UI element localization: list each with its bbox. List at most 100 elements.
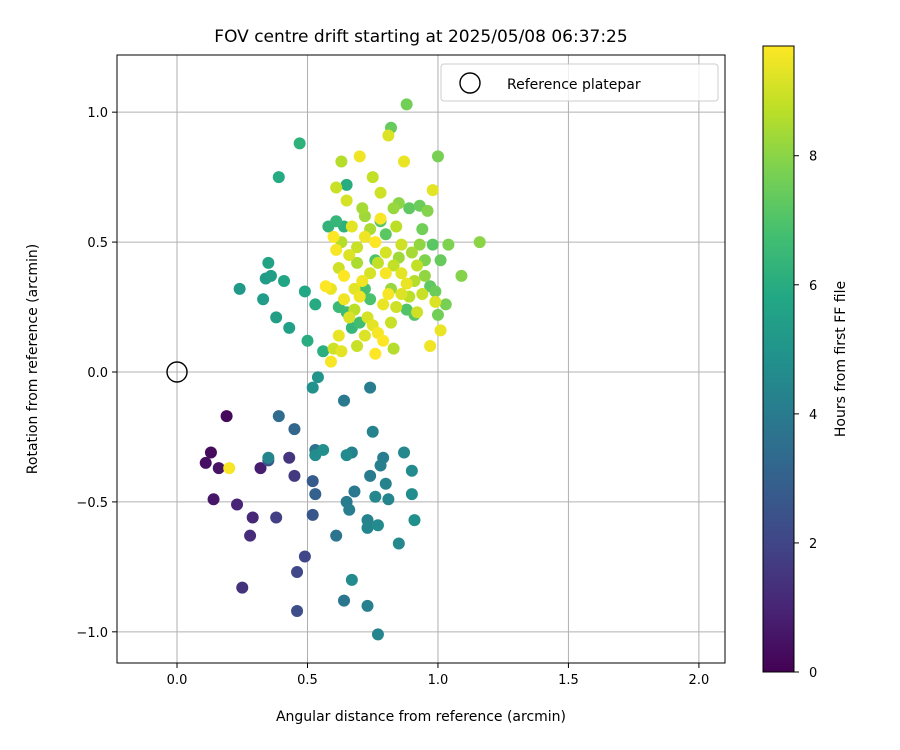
data-point [411,306,424,319]
data-point [199,456,212,469]
data-point [311,371,324,384]
y-axis-label: Rotation from reference (arcmin) [25,244,41,474]
colorbar-tick-label: 8 [809,150,817,165]
data-point [246,511,259,524]
data-point [330,243,343,256]
data-point [262,256,275,269]
data-point [306,475,319,488]
y-axis-ticks: −1.0 −0.5 0.0 0.5 1.0 [76,106,117,641]
data-point [416,288,429,301]
data-point [324,355,337,368]
data-point [332,329,345,342]
data-point [429,285,442,298]
data-point [418,269,431,282]
data-point [278,275,291,288]
data-point [272,410,285,423]
plot-frame [116,54,726,664]
data-point [379,267,392,280]
data-point [371,256,384,269]
data-point [366,425,379,438]
data-point [379,477,392,490]
data-point [335,155,348,168]
data-point [351,256,364,269]
data-point [254,462,267,475]
data-point [330,529,343,542]
data-point [236,581,249,594]
x-tick-label: 1.5 [558,673,579,688]
legend-box [440,63,719,102]
data-point [283,321,296,334]
data-point [338,269,351,282]
data-point [340,194,353,207]
data-point [338,594,351,607]
data-point [366,171,379,184]
data-point [317,443,330,456]
data-point [364,293,377,306]
data-point [223,462,236,475]
data-point [364,267,377,280]
data-point [340,449,353,462]
data-point [262,451,275,464]
data-point [395,288,408,301]
data-point [398,446,411,459]
data-point [345,573,358,586]
legend-entry-reference-platepar: Reference platepar [507,77,641,93]
data-point [343,311,356,324]
data-point [421,204,434,217]
y-tick-label: 0.0 [87,366,108,381]
data-point [345,220,358,233]
data-point [358,230,371,243]
data-point [364,469,377,482]
data-point [356,275,369,288]
data-point [291,605,304,618]
data-point [369,490,382,503]
colorbar-tick-label: 2 [809,537,817,552]
data-point [338,394,351,407]
x-axis-ticks: 0.0 0.5 1.0 1.5 2.0 [167,663,709,688]
legend-marker-icon [459,72,481,94]
data-point [353,150,366,163]
data-point [390,220,403,233]
data-point [361,599,374,612]
data-point [298,285,311,298]
data-point [327,230,340,243]
data-point [264,269,277,282]
x-axis-label: Angular distance from reference (arcmin) [276,709,566,725]
legend: Reference platepar [440,63,719,102]
data-point [233,282,246,295]
data-point [293,137,306,150]
data-point [340,178,353,191]
data-point [426,184,439,197]
data-point [330,181,343,194]
data-point [207,493,220,506]
x-tick-label: 0.0 [167,673,188,688]
data-point [371,519,384,532]
data-point [405,464,418,477]
data-point [330,215,343,228]
data-point [369,236,382,249]
data-point [319,280,332,293]
data-point [272,171,285,184]
data-point [358,329,371,342]
data-point [434,254,447,267]
data-point [434,324,447,337]
colorbar: 0 2 4 6 8 Hours from first FF file [762,45,849,681]
data-point [244,529,257,542]
data-point [369,347,382,360]
data-point [400,98,413,111]
data-point [390,301,403,314]
data-point [270,311,283,324]
data-point [431,308,444,321]
data-point [374,186,387,199]
data-point [343,249,356,262]
y-tick-label: 0.5 [87,236,108,251]
data-point [283,451,296,464]
y-tick-label: −0.5 [76,496,108,511]
data-point [400,277,413,290]
data-point [392,537,405,550]
data-point [398,155,411,168]
data-point [353,290,366,303]
data-point [231,498,244,511]
y-tick-label: 1.0 [87,106,108,121]
